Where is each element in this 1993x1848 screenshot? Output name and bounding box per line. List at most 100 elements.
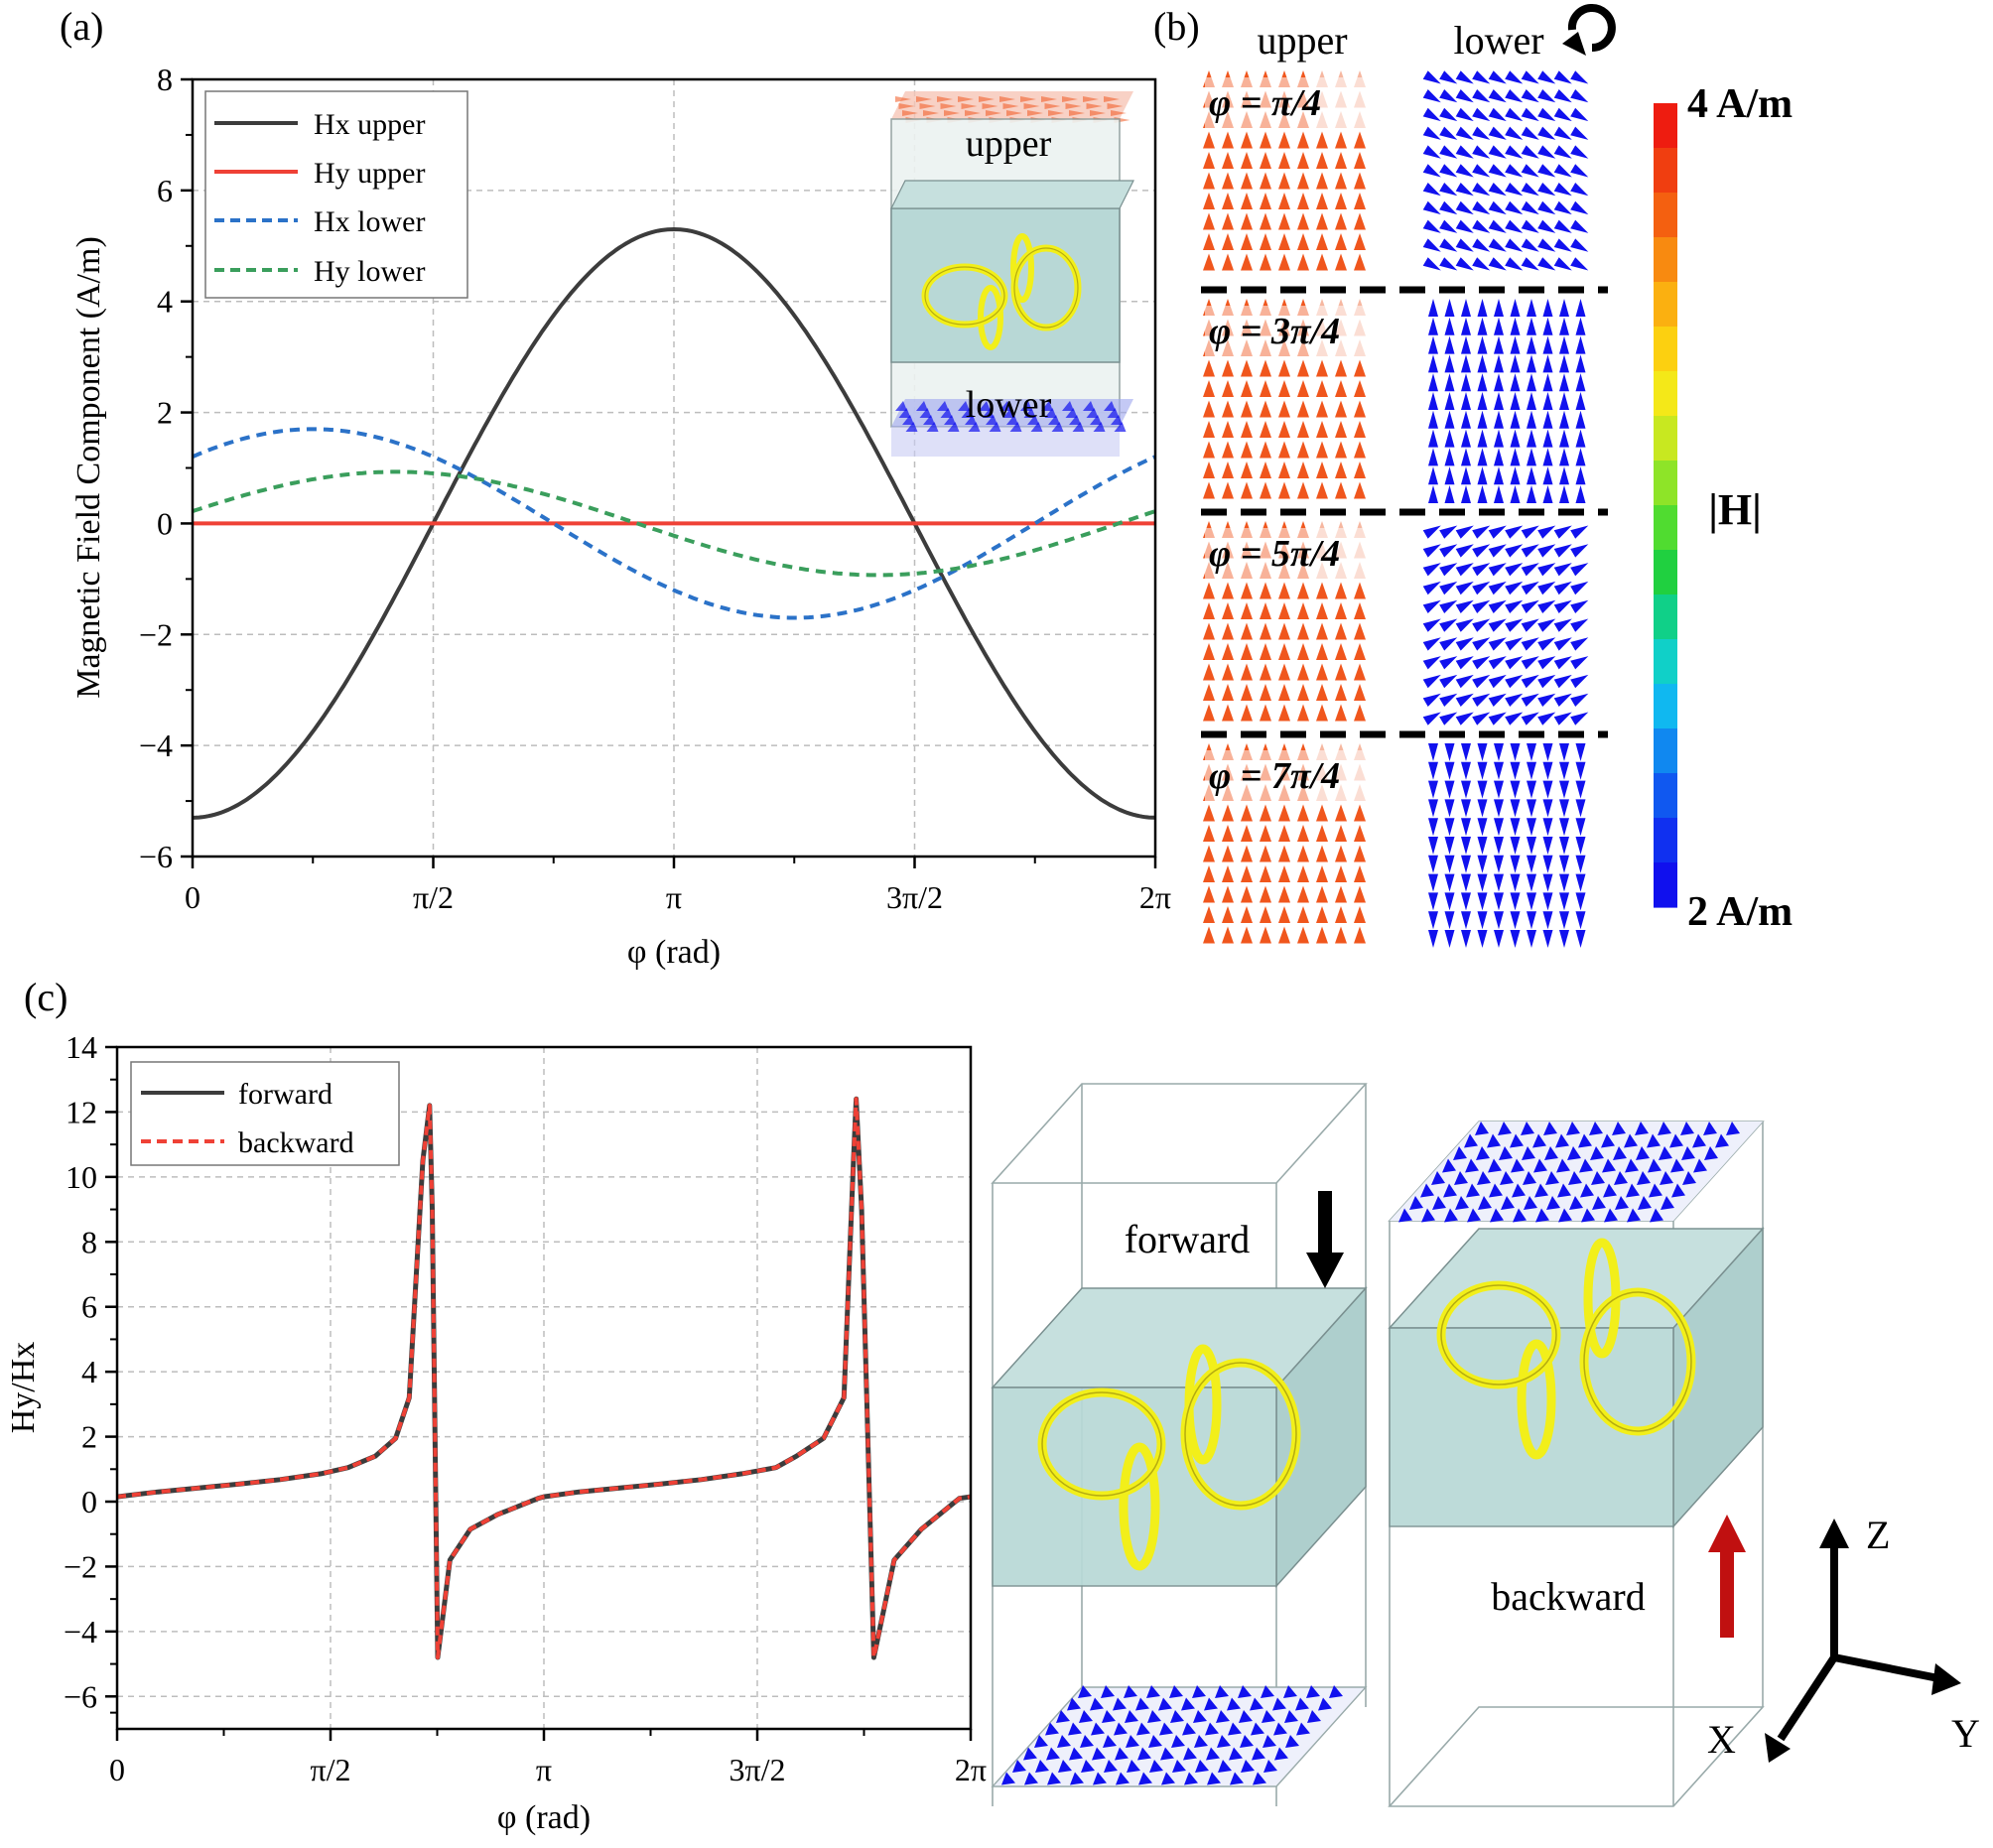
field-arrow — [1192, 1685, 1206, 1698]
field-arrow-lower — [1477, 410, 1488, 429]
field-arrow-lower — [1444, 892, 1455, 911]
y-tick-label: −2 — [139, 616, 173, 652]
field-arrow-lower — [1439, 581, 1458, 595]
field-arrow-lower — [1521, 219, 1539, 233]
field-arrow — [916, 401, 928, 411]
field-arrow-lower — [1422, 219, 1441, 233]
field-arrow-lower — [1455, 581, 1474, 595]
field-arrow-upper — [1316, 684, 1328, 701]
field-arrow-lower — [1439, 219, 1458, 233]
field-arrow-upper — [1278, 622, 1290, 640]
field-arrow — [1625, 1158, 1639, 1173]
field-arrow-upper — [1260, 400, 1271, 418]
field-arrow-upper — [1241, 172, 1253, 190]
field-arrow-lower — [1570, 674, 1589, 689]
field-arrow — [1592, 1196, 1606, 1210]
field-arrow — [958, 401, 970, 411]
field-arrow-lower — [1527, 743, 1536, 761]
field-arrow-upper — [1222, 906, 1234, 923]
field-arrow-upper — [1354, 193, 1366, 209]
field-arrow — [1079, 1710, 1093, 1723]
field-arrow — [1216, 1710, 1230, 1723]
field-arrow — [1329, 1685, 1343, 1698]
field-arrow-lower — [1428, 410, 1438, 429]
field-arrow-lower — [1553, 238, 1572, 252]
field-arrow-lower — [1439, 164, 1458, 178]
field-arrow-lower — [1494, 448, 1504, 466]
field-arrow — [1023, 1747, 1037, 1761]
row-label-phi: φ = 5π/4 — [1209, 533, 1340, 575]
field-arrow-upper — [1278, 582, 1290, 599]
field-arrow-upper — [1354, 233, 1366, 250]
field-arrow — [1091, 1722, 1105, 1736]
field-arrow-lower — [1455, 693, 1474, 707]
field-arrow-lower — [1537, 183, 1556, 197]
field-arrow — [1023, 408, 1036, 418]
field-arrow-lower — [1472, 200, 1491, 215]
field-arrow-lower — [1521, 70, 1539, 84]
field-arrow-lower — [1472, 219, 1491, 233]
y-tick-label: 10 — [66, 1159, 97, 1195]
panel-a-series — [193, 226, 1155, 820]
field-arrow — [1432, 1196, 1446, 1210]
field-arrow-lower — [1488, 200, 1507, 215]
field-arrow-lower — [1575, 392, 1586, 410]
field-arrow-lower — [1472, 70, 1491, 84]
field-arrow — [1476, 1146, 1490, 1160]
field-arrow — [1034, 1735, 1048, 1748]
field-arrow-lower — [1537, 257, 1556, 271]
field-arrow-upper — [1316, 643, 1328, 660]
field-arrow — [1104, 401, 1116, 411]
field-arrow-upper — [1297, 582, 1309, 599]
field-arrow — [965, 415, 977, 425]
legend-backward: backward — [238, 1126, 354, 1159]
field-arrow-upper — [1297, 663, 1309, 681]
field-arrow — [926, 422, 939, 432]
field-arrow-upper — [1203, 400, 1215, 418]
field-arrow-lower — [1537, 637, 1556, 651]
field-arrow-lower — [1542, 448, 1553, 466]
field-arrow-upper — [1316, 663, 1328, 681]
colorbar-swatch — [1654, 148, 1677, 194]
field-arrow-lower — [1542, 818, 1553, 837]
field-arrow-lower — [1439, 126, 1458, 140]
field-arrow-lower — [1570, 656, 1589, 670]
field-arrow-upper — [1354, 172, 1366, 190]
field-arrow-lower — [1477, 373, 1488, 392]
colorbar-swatch — [1654, 103, 1677, 149]
legend-hx-lower: Hx lower — [314, 205, 425, 238]
field-arrow-upper — [1297, 212, 1309, 230]
field-arrow-lower — [1527, 799, 1536, 818]
coordinate-axes: Z X Y — [1707, 1513, 1980, 1763]
field-arrow-upper — [1354, 359, 1366, 377]
field-arrow-lower — [1570, 525, 1589, 539]
field-arrow-lower — [1477, 799, 1488, 818]
field-arrow-lower — [1444, 743, 1455, 761]
field-arrow-lower — [1521, 693, 1539, 707]
colorbar-swatch — [1654, 416, 1677, 462]
field-arrow — [1262, 1710, 1275, 1723]
field-arrow — [1454, 1171, 1468, 1185]
field-arrow-upper — [1203, 582, 1215, 599]
field-arrow — [1092, 1747, 1106, 1761]
field-arrow-lower — [1494, 392, 1504, 410]
field-arrow-lower — [1439, 674, 1458, 689]
field-arrow — [1217, 1735, 1231, 1748]
field-arrow — [1635, 1122, 1649, 1135]
field-arrow-upper — [1354, 400, 1366, 418]
field-arrow-lower — [1477, 892, 1488, 911]
field-arrow — [1086, 103, 1103, 109]
field-arrow-upper — [1335, 172, 1347, 190]
field-arrow — [923, 415, 935, 425]
field-arrow — [1148, 1735, 1162, 1748]
field-arrow-lower — [1505, 126, 1524, 140]
field-arrow-upper — [1316, 172, 1328, 190]
field-arrow-upper — [1260, 663, 1271, 681]
field-arrow-lower — [1472, 238, 1491, 252]
colorbar-swatch — [1654, 237, 1677, 283]
field-arrow-lower — [1505, 219, 1524, 233]
field-arrow-lower — [1477, 855, 1488, 873]
field-arrow-lower — [1575, 373, 1586, 392]
field-arrow — [1274, 1747, 1288, 1761]
field-arrow — [1020, 96, 1036, 102]
